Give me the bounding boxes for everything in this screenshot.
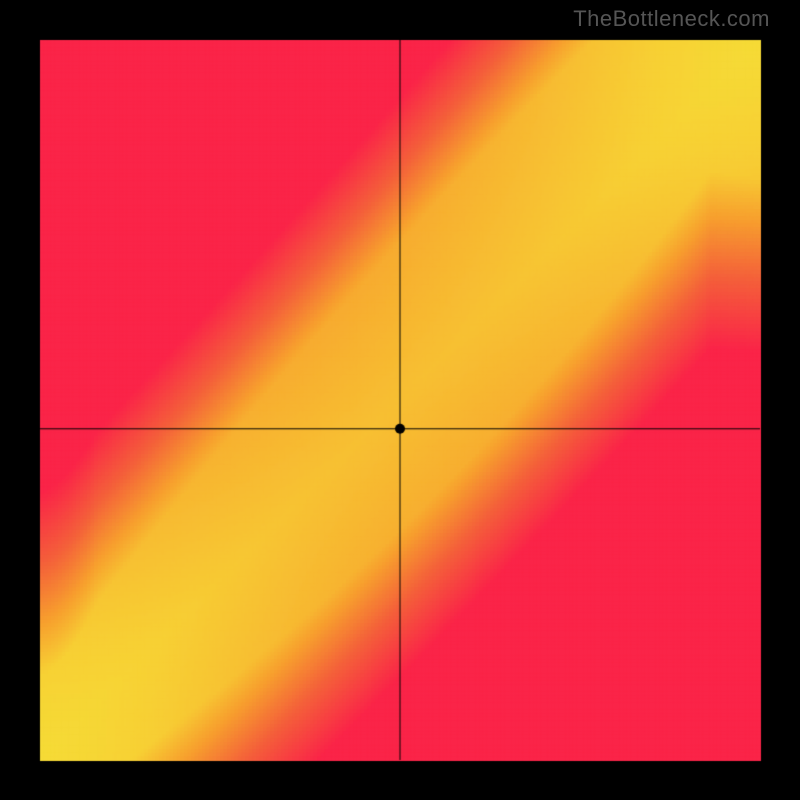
chart-container: TheBottleneck.com [0, 0, 800, 800]
bottleneck-heatmap [0, 0, 800, 800]
watermark-text: TheBottleneck.com [573, 6, 770, 32]
